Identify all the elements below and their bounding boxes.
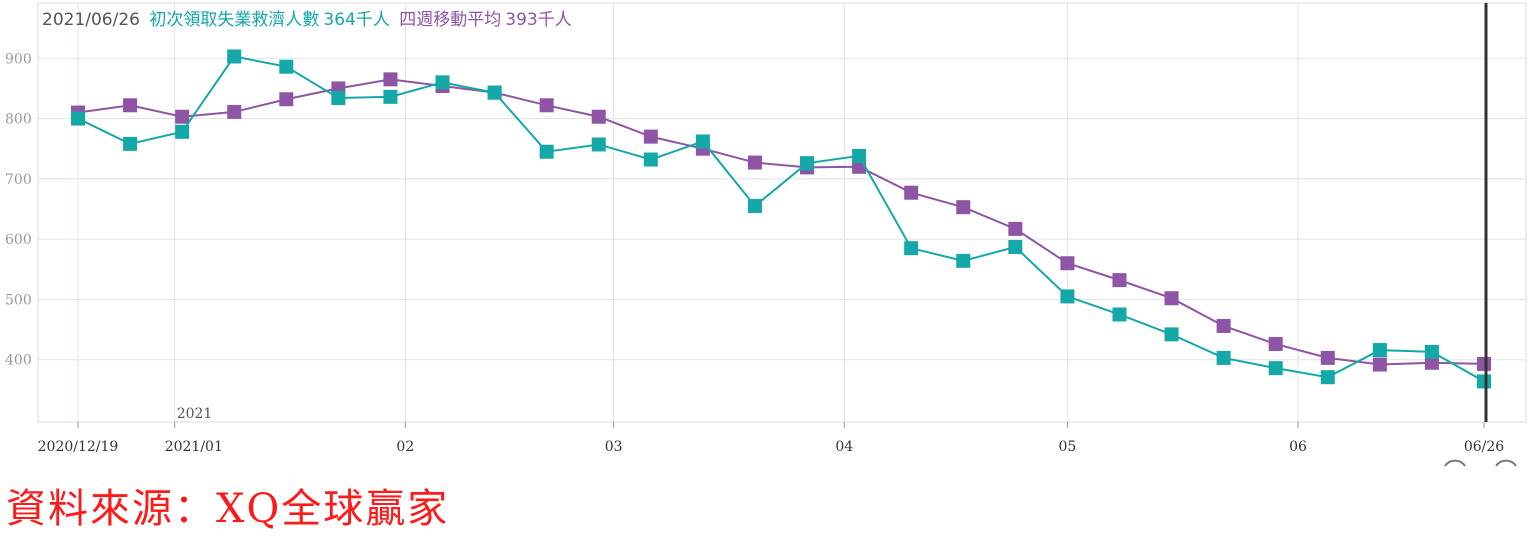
series-1-marker xyxy=(747,198,762,213)
x-axis: 2020/12/19 2021/01 02 03 04 05 06 06/26 2021 xyxy=(38,406,1505,455)
y-tick-label: 800 xyxy=(5,112,32,128)
series-1-marker xyxy=(383,89,398,104)
series-1-marker xyxy=(279,59,294,74)
legend-series1-value: 364千人 xyxy=(323,10,390,30)
series-1-marker xyxy=(1112,307,1127,322)
series-1-marker xyxy=(123,136,138,151)
y-tick-label: 700 xyxy=(5,172,32,188)
series-2-marker xyxy=(227,104,242,119)
series-2-marker xyxy=(1268,337,1283,352)
series-1-marker xyxy=(852,148,867,163)
scroll-handle-right xyxy=(1495,459,1517,467)
series-1-marker xyxy=(695,134,710,149)
series-2-marker xyxy=(175,109,190,124)
series-1-marker xyxy=(1164,327,1179,342)
series-1-marker xyxy=(487,85,502,100)
series-1-marker xyxy=(1372,343,1387,358)
series-1-marker xyxy=(800,156,815,171)
series-2-marker xyxy=(279,92,294,107)
chart-grid xyxy=(38,3,1526,422)
x-tick-label: 02 xyxy=(396,439,414,455)
year-marker-label: 2021 xyxy=(177,406,213,422)
y-axis: 400 500 600 700 800 900 xyxy=(5,51,32,368)
plot-frame xyxy=(37,2,1527,423)
series-2-marker xyxy=(1164,291,1179,306)
series-2-marker xyxy=(383,72,398,87)
chart-series xyxy=(71,49,1491,389)
series-1-marker xyxy=(331,91,346,106)
series-line-2 xyxy=(77,78,1485,366)
series-2-marker xyxy=(747,155,762,170)
series-1-marker xyxy=(71,111,85,126)
series-1-marker xyxy=(1216,350,1231,365)
series-1-marker xyxy=(1477,374,1491,389)
series-2-marker xyxy=(1008,221,1023,236)
series-line-1 xyxy=(77,55,1485,383)
legend-series2-label: 四週移動平均 xyxy=(399,10,502,30)
series-1-marker xyxy=(435,75,450,90)
series-1-marker xyxy=(1008,239,1023,254)
x-tick-label: 2021/01 xyxy=(165,439,223,455)
series-2-marker xyxy=(123,98,138,113)
x-tick-label: 05 xyxy=(1058,439,1076,455)
series-2-marker xyxy=(1216,318,1231,333)
series-1-marker xyxy=(1424,344,1439,359)
series-2-marker xyxy=(1424,355,1439,370)
series-1-marker xyxy=(175,124,190,139)
series-1-marker xyxy=(904,241,919,256)
scroll-handle-left xyxy=(1444,459,1466,467)
legend-date: 2021/06/26 xyxy=(42,10,140,30)
x-tick-label: 06 xyxy=(1289,439,1307,455)
series-1-marker xyxy=(1060,289,1075,304)
scroll-handles[interactable] xyxy=(1444,459,1517,467)
x-tick-label: 2020/12/19 xyxy=(38,439,119,455)
series-1-marker xyxy=(227,49,242,64)
series-1-marker xyxy=(1268,361,1283,376)
y-tick-label: 400 xyxy=(5,353,32,369)
series-2-marker xyxy=(956,200,971,215)
series-1-marker xyxy=(591,137,606,152)
y-tick-label: 600 xyxy=(5,232,32,248)
series-1-marker xyxy=(643,152,658,167)
chart-legend: 2021/06/26 初次領取失業救濟人數 364千人 四週移動平均 393千人 xyxy=(42,5,576,30)
series-2-marker xyxy=(1477,356,1491,371)
series-2-marker xyxy=(1320,350,1335,365)
series-2-marker xyxy=(643,129,658,144)
legend-series1-label: 初次領取失業救濟人數 xyxy=(149,10,320,30)
series-1-marker xyxy=(539,144,554,159)
series-2-marker xyxy=(1112,273,1127,288)
x-tick-label: 03 xyxy=(605,439,623,455)
legend-series2-value: 393千人 xyxy=(505,10,572,30)
y-tick-label: 500 xyxy=(5,292,32,308)
series-1-marker xyxy=(1320,370,1335,385)
series-2-marker xyxy=(1372,357,1387,372)
series-2-marker xyxy=(591,109,606,124)
chart-canvas: 400 500 600 700 800 900 2020/12/19 2021/01 02 03… xyxy=(5,2,1527,467)
series-2-marker xyxy=(1060,256,1075,271)
y-tick-label: 900 xyxy=(5,51,32,67)
series-1-marker xyxy=(956,253,971,268)
source-caption: 資料來源：XQ全球贏家 xyxy=(6,486,450,532)
x-tick-label: 06/26 xyxy=(1464,439,1504,455)
x-tick-label: 04 xyxy=(835,439,853,455)
series-2-marker xyxy=(539,98,554,113)
series-2-marker xyxy=(904,185,919,200)
